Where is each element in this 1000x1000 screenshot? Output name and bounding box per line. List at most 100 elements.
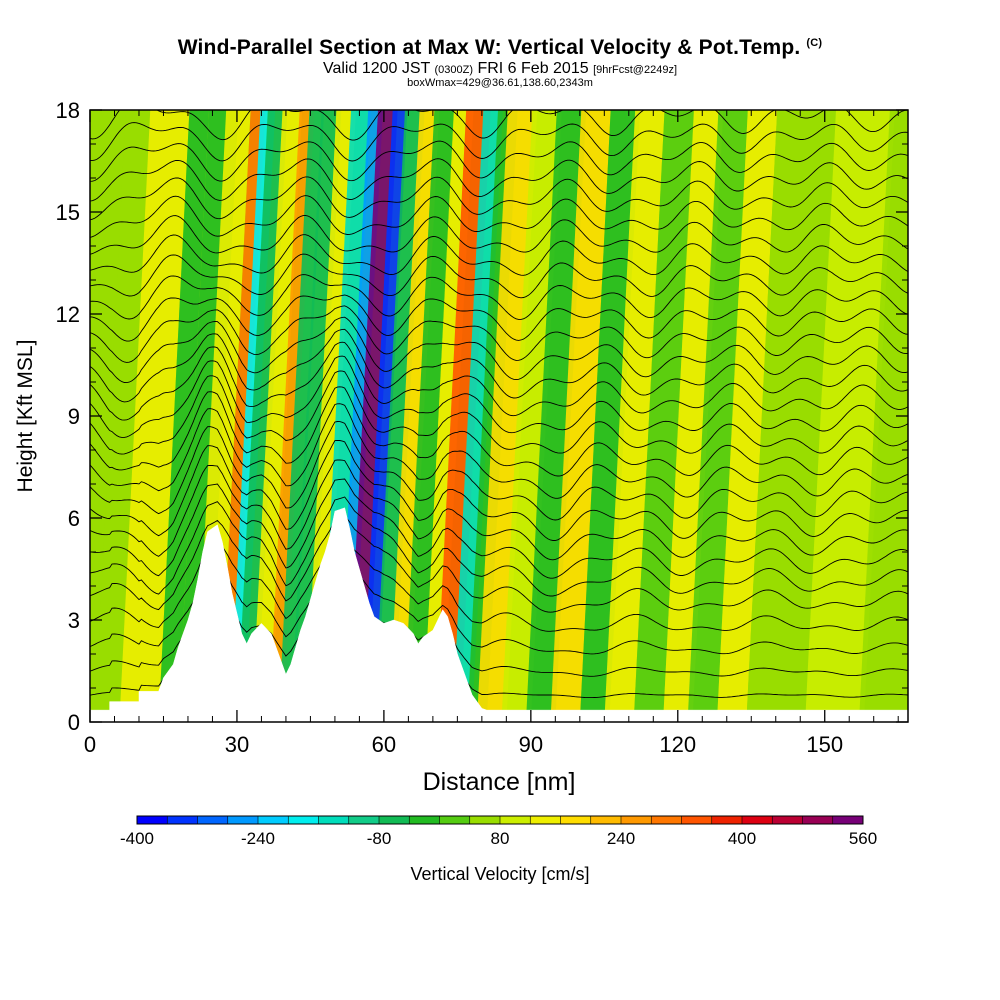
theta-contour [90,496,908,597]
theta-contour [90,535,908,632]
potential-temperature-contours [90,110,908,699]
velocity-band [805,110,895,722]
velocity-band [158,110,210,722]
theta-contour [90,355,908,438]
theta-contour [90,122,908,162]
y-tick-label: 18 [56,98,80,123]
y-tick-label: 9 [68,404,80,429]
x-tick-label: 30 [225,732,249,757]
theta-contour [90,234,908,276]
velocity-band [452,110,503,722]
velocity-band [388,110,440,722]
velocity-band [278,110,325,722]
valid-prefix: Valid 1200 JST [322,60,431,77]
colorbar-swatch [258,816,289,824]
colorbar: -400 -240 -80 80 240 400 560 [120,815,877,848]
y-tick-label: 15 [56,200,80,225]
colorbar-swatch [651,816,682,824]
velocity-band [604,110,665,722]
colorbar-label: Vertical Velocity [cm/s] [410,864,589,884]
theta-contour [90,439,908,541]
velocity-band [687,110,748,722]
colorbar-swatch [500,816,531,824]
colorbar-swatch [621,816,652,824]
colorbar-swatch [742,816,773,824]
colorbar-swatch [137,816,168,824]
theta-contour [90,110,908,141]
theta-contour [90,305,908,363]
theta-contour [90,140,908,182]
velocity-band [119,110,190,722]
colorbar-swatch [318,816,350,824]
colorbar-swatch [802,816,834,824]
x-tick-label: 0 [84,732,96,757]
colorbar-tick-label: -240 [241,829,275,848]
chart-title: Wind-Parallel Section at Max W: Vertical… [0,36,1000,60]
y-tick-label: 6 [68,506,80,531]
y-tick-label: 3 [68,608,80,633]
terrain-polygon [89,507,909,723]
velocity-band [663,110,724,722]
theta-contour [90,214,908,255]
colorbar-swatch [409,816,440,824]
velocity-band [579,110,641,722]
colorbar-swatch [832,816,864,824]
x-tick-label: 150 [806,732,843,757]
theta-contour [90,478,908,579]
theta-contour [90,370,908,455]
theta-contour [90,403,908,499]
theta-contour [90,274,908,320]
colorbar-swatch [348,816,380,824]
theta-contour [90,386,908,477]
colorbar-swatch [590,816,622,824]
colorbar-swatch [197,816,229,824]
theta-contour [90,459,908,561]
colorbar-swatch [227,816,259,824]
theta-contour [90,316,908,384]
valid-utc: (0300Z) [434,64,473,76]
theta-contour [90,328,908,403]
colorbar-swatch [288,816,319,824]
colorbar-tick-label: -80 [367,829,392,848]
velocity-band [403,110,454,722]
colorbar-tick-label: -400 [120,829,154,848]
x-tick-label: 60 [372,732,396,757]
colorbar-swatch [772,816,803,824]
x-tick-label: 120 [659,732,696,757]
colorbar-swatch [711,816,743,824]
colorbar-tick-label: 80 [491,829,510,848]
y-axis-label: Height [Kft MSL] [14,340,37,493]
colorbar-swatch [560,816,592,824]
title-main: Wind-Parallel Section at Max W: Vertical… [177,36,801,59]
axes: 0 30 60 90 120 150 0 3 6 9 12 15 18 [56,98,908,757]
theta-contour [90,294,908,342]
boxwmax-line: boxWmax=429@36.61,138.60,2343m [407,77,593,89]
velocity-band [374,110,425,722]
theta-contour [90,341,908,421]
forecast-info: [9hrFcst@2249z] [593,64,678,76]
x-axis-label: Distance [nm] [423,768,576,796]
colorbar-swatch [167,816,198,824]
valid-date: FRI 6 Feb 2015 [477,60,589,77]
velocity-band [633,110,694,722]
colorbar-tick-label: 240 [607,829,635,848]
colorbar-swatch [681,816,713,824]
terrain-mask [89,507,909,723]
colorbar-swatch [530,816,561,824]
valid-time-line: Valid 1200 JST (0300Z) FRI 6 Feb 2015 [9… [0,60,1000,78]
y-tick-label: 12 [56,302,80,327]
velocity-band [476,110,538,722]
colorbar-swatch [469,816,501,824]
velocity-band [251,110,303,722]
colorbar-tick-label: 560 [849,829,877,848]
copyright-mark: (C) [806,37,823,49]
theta-contour [90,253,908,299]
velocity-band [716,110,778,722]
theta-contour [90,158,908,202]
colorbar-tick-label: 400 [728,829,756,848]
theta-contour [90,176,908,221]
x-tick-label: 90 [519,732,543,757]
colorbar-swatch [379,816,410,824]
y-tick-label: 0 [68,710,80,735]
